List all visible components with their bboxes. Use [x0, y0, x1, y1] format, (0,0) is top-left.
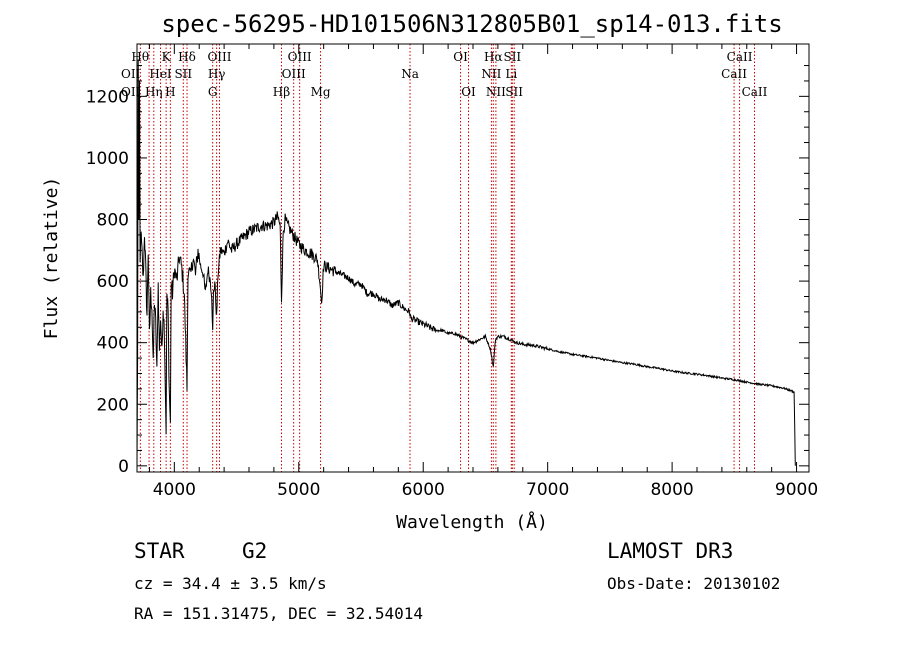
- spectral-line-label: H: [165, 85, 175, 99]
- spectral-line-label: OIII: [207, 50, 231, 64]
- spectral-line-label: Hδ: [178, 50, 196, 64]
- spectral-line-label: CaII: [721, 67, 747, 81]
- spectral-line-label: Hα: [484, 50, 503, 64]
- spectral-line-label: HeI: [149, 67, 172, 81]
- subclass: G2: [242, 539, 267, 563]
- spectral-line-label: Hθ: [131, 50, 149, 64]
- spectral-line-labels: Hθ OII OII Hη K HeI H Hδ SII OIII Hγ G Hβ OIII OIII Mg N…: [121, 50, 768, 99]
- y-tick-label: 1200: [86, 87, 129, 107]
- info-block: STAR G2 LAMOST DR3 cz = 34.4 ± 3.5 km/s …: [134, 539, 780, 623]
- y-tick-label: 400: [97, 334, 129, 354]
- redshift-text: cz = 34.4 ± 3.5 km/s: [134, 574, 327, 593]
- spectral-line-label: Hγ: [208, 67, 226, 81]
- spectral-line-label: SII: [503, 50, 521, 64]
- spectral-line-label: OII: [121, 85, 141, 99]
- spectral-line-label: CaII: [727, 50, 753, 64]
- y-tick-label: 600: [97, 272, 129, 292]
- spectrum-line: [136, 59, 796, 466]
- y-tick-label: 1000: [86, 149, 129, 169]
- spectral-line-label: Li: [505, 67, 517, 81]
- spectral-line-label: NII: [481, 67, 501, 81]
- spectral-line-label: SII: [174, 67, 192, 81]
- x-tick-label: 8000: [650, 480, 693, 500]
- x-tick-label: 5000: [277, 480, 320, 500]
- spectral-line-label: SII: [505, 85, 523, 99]
- spectral-line-markers: [139, 44, 755, 472]
- spectral-line-label: NII: [486, 85, 506, 99]
- spectral-line-label: OII: [121, 67, 141, 81]
- spectral-line-label: K: [162, 50, 172, 64]
- y-axis: 0 200 400 600 800 1000 1200: [86, 65, 809, 477]
- x-axis-label: Wavelength (Å): [396, 511, 548, 533]
- spectral-line-label: Mg: [311, 85, 331, 99]
- spectral-line-label: Hη: [145, 85, 163, 99]
- x-tick-label: 9000: [775, 480, 818, 500]
- y-axis-label: Flux (relative): [41, 177, 62, 340]
- coordinates: RA = 151.31475, DEC = 32.54014: [134, 604, 423, 623]
- object-class: STAR: [134, 539, 185, 563]
- spectral-line-label: OI: [453, 50, 468, 64]
- y-tick-label: 200: [97, 395, 129, 415]
- y-tick-label: 800: [97, 211, 129, 231]
- spectral-line-label: Hβ: [273, 85, 290, 99]
- survey-name: LAMOST DR3: [607, 539, 733, 563]
- spectral-line-label: OI: [461, 85, 476, 99]
- x-tick-label: 4000: [153, 480, 196, 500]
- spectral-line-label: OIII: [288, 50, 312, 64]
- obs-date: Obs-Date: 20130102: [607, 574, 780, 593]
- chart-title: spec-56295-HD101506N312805B01_sp14-013.f…: [161, 10, 782, 38]
- spectral-line-label: Na: [401, 67, 419, 81]
- plot-frame: [136, 43, 810, 473]
- x-tick-label: 7000: [526, 480, 569, 500]
- x-axis: 4000 5000 6000 7000 8000 9000: [148, 44, 818, 500]
- spectral-line-label: OIII: [282, 67, 306, 81]
- spectral-line-label: G: [208, 85, 218, 99]
- spectral-line-label: CaII: [742, 85, 768, 99]
- y-tick-label: 0: [118, 457, 129, 477]
- x-tick-label: 6000: [402, 480, 445, 500]
